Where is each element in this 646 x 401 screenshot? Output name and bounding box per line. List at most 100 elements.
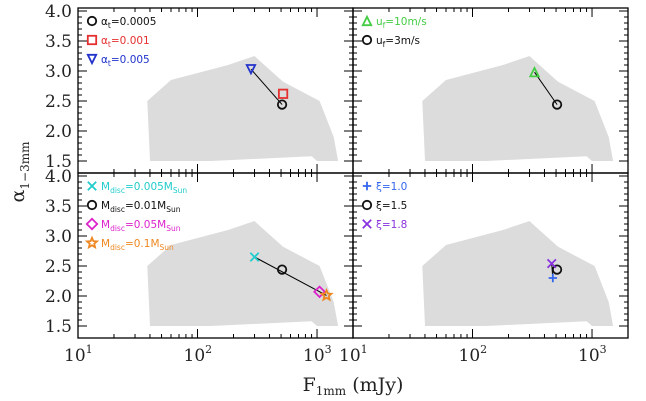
marker-circle	[86, 199, 98, 211]
marker-diamond	[85, 217, 99, 231]
marker-plus	[362, 181, 372, 191]
y-tick-label: 3.0	[45, 227, 72, 247]
legend-entry: ξ=1.0	[376, 181, 407, 193]
legend-entry: Mdisc=0.01MSun	[101, 200, 181, 214]
legend-entry: αt=0.005	[101, 54, 150, 68]
panel-xi: ξ=1.0ξ=1.5ξ=1.8	[352, 172, 629, 339]
x-tick-base: 10	[184, 346, 206, 366]
legend-entry: αt=0.001	[101, 35, 150, 49]
legend-subscript: disc	[110, 243, 125, 252]
observed-region	[422, 221, 614, 326]
x-tick-base: 10	[64, 346, 86, 366]
y-tick-label: 3.0	[45, 62, 72, 82]
marker-circle	[551, 99, 563, 110]
legend-subscript: t	[108, 59, 111, 68]
legend-subscript: Sun	[173, 186, 188, 195]
legend-text: α	[101, 54, 108, 66]
marker-x	[362, 219, 372, 229]
marker-plus	[548, 273, 558, 283]
legend-text: u	[376, 35, 383, 47]
y-tick-label: 2.0	[45, 287, 72, 307]
marker-circle	[86, 15, 98, 27]
legend-subscript: Sun	[160, 243, 175, 252]
y-axis-label-subscript: 1−3mm	[18, 141, 32, 190]
legend-text: α	[101, 16, 108, 28]
y-tick-label: 1.5	[45, 152, 72, 172]
marker-triangle-up	[528, 65, 541, 78]
marker-star	[84, 235, 100, 250]
legend-subscript: t	[108, 40, 111, 49]
x-tick-label: 103	[303, 343, 332, 366]
legend-text: ξ	[376, 200, 382, 212]
x-tick-label: 102	[459, 343, 488, 366]
x-axis-label-subscript: 1mm	[316, 384, 347, 398]
legend-subscript: t	[108, 21, 111, 30]
x-tick-label: 102	[184, 343, 213, 366]
x-tick-base: 10	[303, 346, 325, 366]
y-tick-label: 3.5	[45, 197, 72, 217]
legend-entry: Mdisc=0.05MSun	[101, 219, 181, 233]
legend-text: ξ	[376, 219, 382, 231]
legend-text: =0.01M	[125, 200, 166, 212]
x-axis-label: F1mm (mJy)	[303, 374, 404, 398]
y-axis-label-main: α	[7, 189, 29, 202]
legend-text: =0.005M	[125, 181, 173, 193]
x-axis-label-unit: (mJy)	[346, 374, 403, 396]
y-tick-label: 4.0	[45, 2, 72, 22]
connecting-line	[534, 71, 558, 105]
legend-text: =1.8	[382, 219, 408, 231]
marker-x	[87, 181, 97, 191]
marker-circle	[361, 199, 373, 211]
y-tick-label: 2.0	[45, 122, 72, 142]
legend-text: =0.0005	[111, 16, 157, 28]
y-tick-label: 3.5	[45, 32, 72, 52]
legend-text: M	[101, 200, 110, 212]
legend-text: =3m/s	[385, 35, 420, 47]
marker-x	[546, 258, 557, 269]
legend-text: =1.0	[382, 181, 408, 193]
y-tick-label: 4.0	[45, 167, 72, 187]
x-tick-label: 103	[578, 343, 607, 366]
x-tick-exponent: 3	[325, 343, 332, 356]
marker-circle	[551, 264, 563, 275]
x-tick-exponent: 2	[480, 343, 487, 356]
legend-subscript: Sun	[166, 205, 181, 214]
legend-text: =1.5	[382, 200, 408, 212]
legend-text: ξ	[376, 181, 382, 193]
x-tick-exponent: 1	[361, 343, 368, 356]
observed-region	[147, 221, 339, 326]
panel-M_disc: Mdisc=0.005MSunMdisc=0.01MSunMdisc=0.05M…	[77, 172, 354, 339]
x-tick-exponent: 2	[205, 343, 212, 356]
marker-x	[249, 252, 260, 262]
connecting-line	[254, 256, 327, 296]
x-tick-base: 10	[578, 346, 600, 366]
legend-entry: uf=10m/s	[376, 16, 427, 30]
panel-u_f: uf=10m/suf=3m/s	[352, 7, 629, 174]
x-tick-base: 10	[339, 346, 361, 366]
y-axis-label: α1−3mm	[7, 141, 32, 203]
marker-square	[277, 88, 289, 99]
x-tick-base: 10	[459, 346, 481, 366]
legend-subscript: f	[383, 21, 386, 30]
legend-entry: uf=3m/s	[376, 35, 420, 49]
x-tick-label: 101	[339, 343, 368, 366]
marker-triangle-down	[86, 53, 98, 66]
legend-text: M	[101, 219, 110, 231]
marker-diamond	[313, 285, 327, 299]
marker-triangle-up	[361, 14, 373, 27]
legend-entry: Mdisc=0.005MSun	[101, 181, 187, 195]
panel-frame	[352, 172, 629, 339]
legend-entry: ξ=1.8	[376, 219, 407, 231]
legend-text: =0.05M	[125, 219, 166, 231]
legend-subscript: f	[383, 40, 386, 49]
marker-circle	[276, 264, 288, 275]
legend-subscript: Sun	[166, 224, 181, 233]
x-axis-label-main: F	[303, 374, 316, 396]
x-tick-exponent: 1	[86, 343, 93, 356]
y-tick-label: 1.5	[45, 317, 72, 337]
marker-star	[319, 287, 334, 302]
legend-text: u	[376, 16, 383, 28]
observed-region	[147, 56, 339, 161]
